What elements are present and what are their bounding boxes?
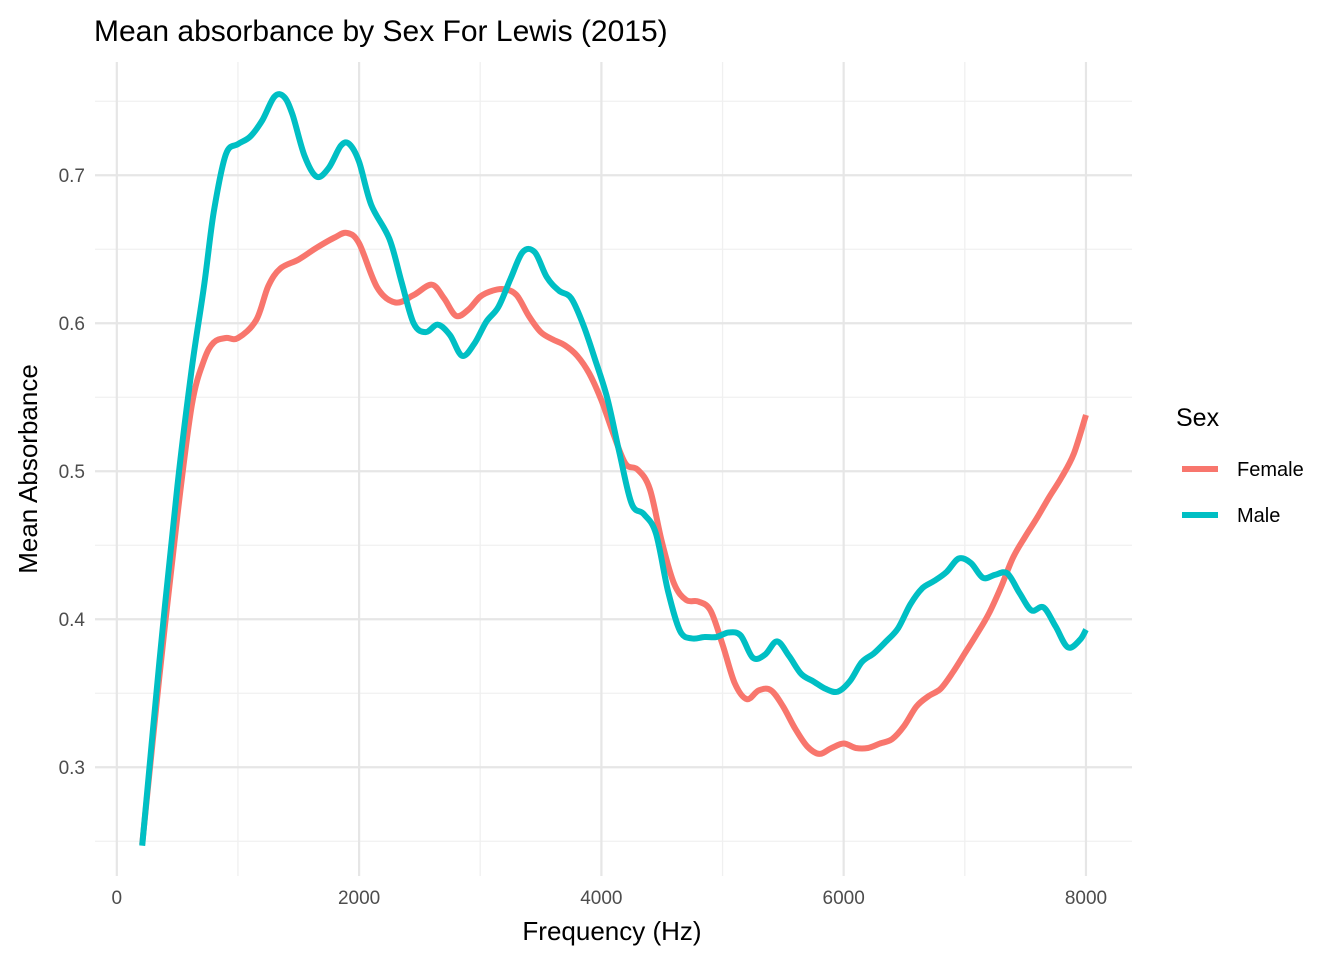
x-tick-label: 0 xyxy=(112,888,123,909)
series-line-female xyxy=(139,229,1089,845)
y-tick-label: 0.3 xyxy=(59,758,85,779)
legend-label-female: Female xyxy=(1237,459,1304,481)
y-tick-label: 0.7 xyxy=(59,166,85,187)
x-tick-label: 6000 xyxy=(823,888,865,909)
series-lines xyxy=(139,91,1089,846)
legend: Sex Female Male xyxy=(1176,404,1304,527)
legend-label-male: Male xyxy=(1237,505,1280,527)
chart-title: Mean absorbance by Sex For Lewis (2015) xyxy=(94,15,668,48)
y-tick-label: 0.6 xyxy=(59,314,85,335)
x-axis-title: Frequency (Hz) xyxy=(522,916,701,946)
y-axis-title: Mean Absorbance xyxy=(13,364,43,574)
x-tick-label: 2000 xyxy=(338,888,380,909)
x-tick-label: 4000 xyxy=(580,888,622,909)
major-gridlines xyxy=(95,62,1132,876)
x-axis-ticks: 0 2000 4000 6000 8000 xyxy=(112,888,1108,909)
series-line-male xyxy=(139,91,1089,846)
legend-item-female: Female xyxy=(1182,459,1304,481)
minor-gridlines xyxy=(95,62,1132,876)
legend-items: Female Male xyxy=(1182,459,1304,527)
y-axis-ticks: 0.3 0.4 0.5 0.6 0.7 xyxy=(59,166,86,779)
x-tick-label: 8000 xyxy=(1065,888,1107,909)
y-tick-label: 0.5 xyxy=(59,462,85,483)
legend-item-male: Male xyxy=(1182,505,1280,527)
y-tick-label: 0.4 xyxy=(59,610,86,631)
legend-title: Sex xyxy=(1176,404,1220,432)
